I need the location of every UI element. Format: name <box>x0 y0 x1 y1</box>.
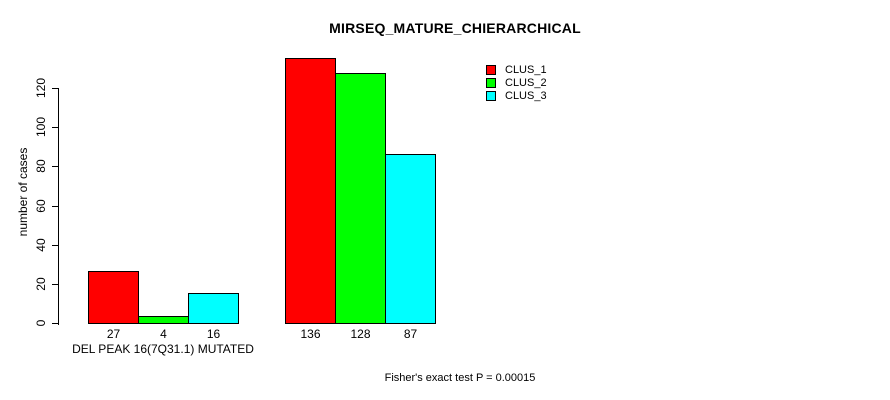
x-axis-group-label: DEL PEAK 16(7Q31.1) MUTATED <box>72 342 254 356</box>
y-tick-label: 60 <box>34 199 48 213</box>
bar-value-label: 16 <box>206 327 221 341</box>
bar-value-label: 136 <box>300 327 321 341</box>
y-axis-line <box>58 89 59 325</box>
bar <box>385 154 436 324</box>
legend-swatch <box>486 78 496 88</box>
y-axis-title: number of cases <box>16 147 30 237</box>
y-tick <box>52 323 59 324</box>
y-tick-label: 40 <box>34 238 48 252</box>
y-tick-label: 0 <box>34 319 48 327</box>
bar <box>138 316 189 324</box>
bar <box>335 73 386 324</box>
legend-swatch <box>486 65 496 75</box>
y-tick <box>52 88 59 89</box>
bar <box>285 58 336 324</box>
y-tick <box>52 127 59 128</box>
bar <box>88 271 139 324</box>
y-tick <box>52 245 59 246</box>
y-tick-label: 120 <box>34 77 48 99</box>
legend-swatch <box>486 91 496 101</box>
bar-value-label: 27 <box>106 327 121 341</box>
y-tick-label: 80 <box>34 159 48 173</box>
legend-label: CLUS_1 <box>505 64 547 76</box>
annotation-text: Fisher's exact test P = 0.00015 <box>384 372 536 384</box>
y-tick <box>52 206 59 207</box>
chart-title: MIRSEQ_MATURE_CHIERARCHICAL <box>329 20 581 36</box>
y-tick <box>52 284 59 285</box>
bar-value-label: 87 <box>403 327 418 341</box>
bar-value-label: 128 <box>350 327 371 341</box>
bar-value-label: 4 <box>160 327 167 341</box>
y-tick <box>52 166 59 167</box>
legend-label: CLUS_3 <box>505 90 547 102</box>
legend-label: CLUS_2 <box>505 77 547 89</box>
y-tick-label: 100 <box>34 116 48 138</box>
y-tick-label: 20 <box>34 277 48 291</box>
bar <box>188 293 239 324</box>
